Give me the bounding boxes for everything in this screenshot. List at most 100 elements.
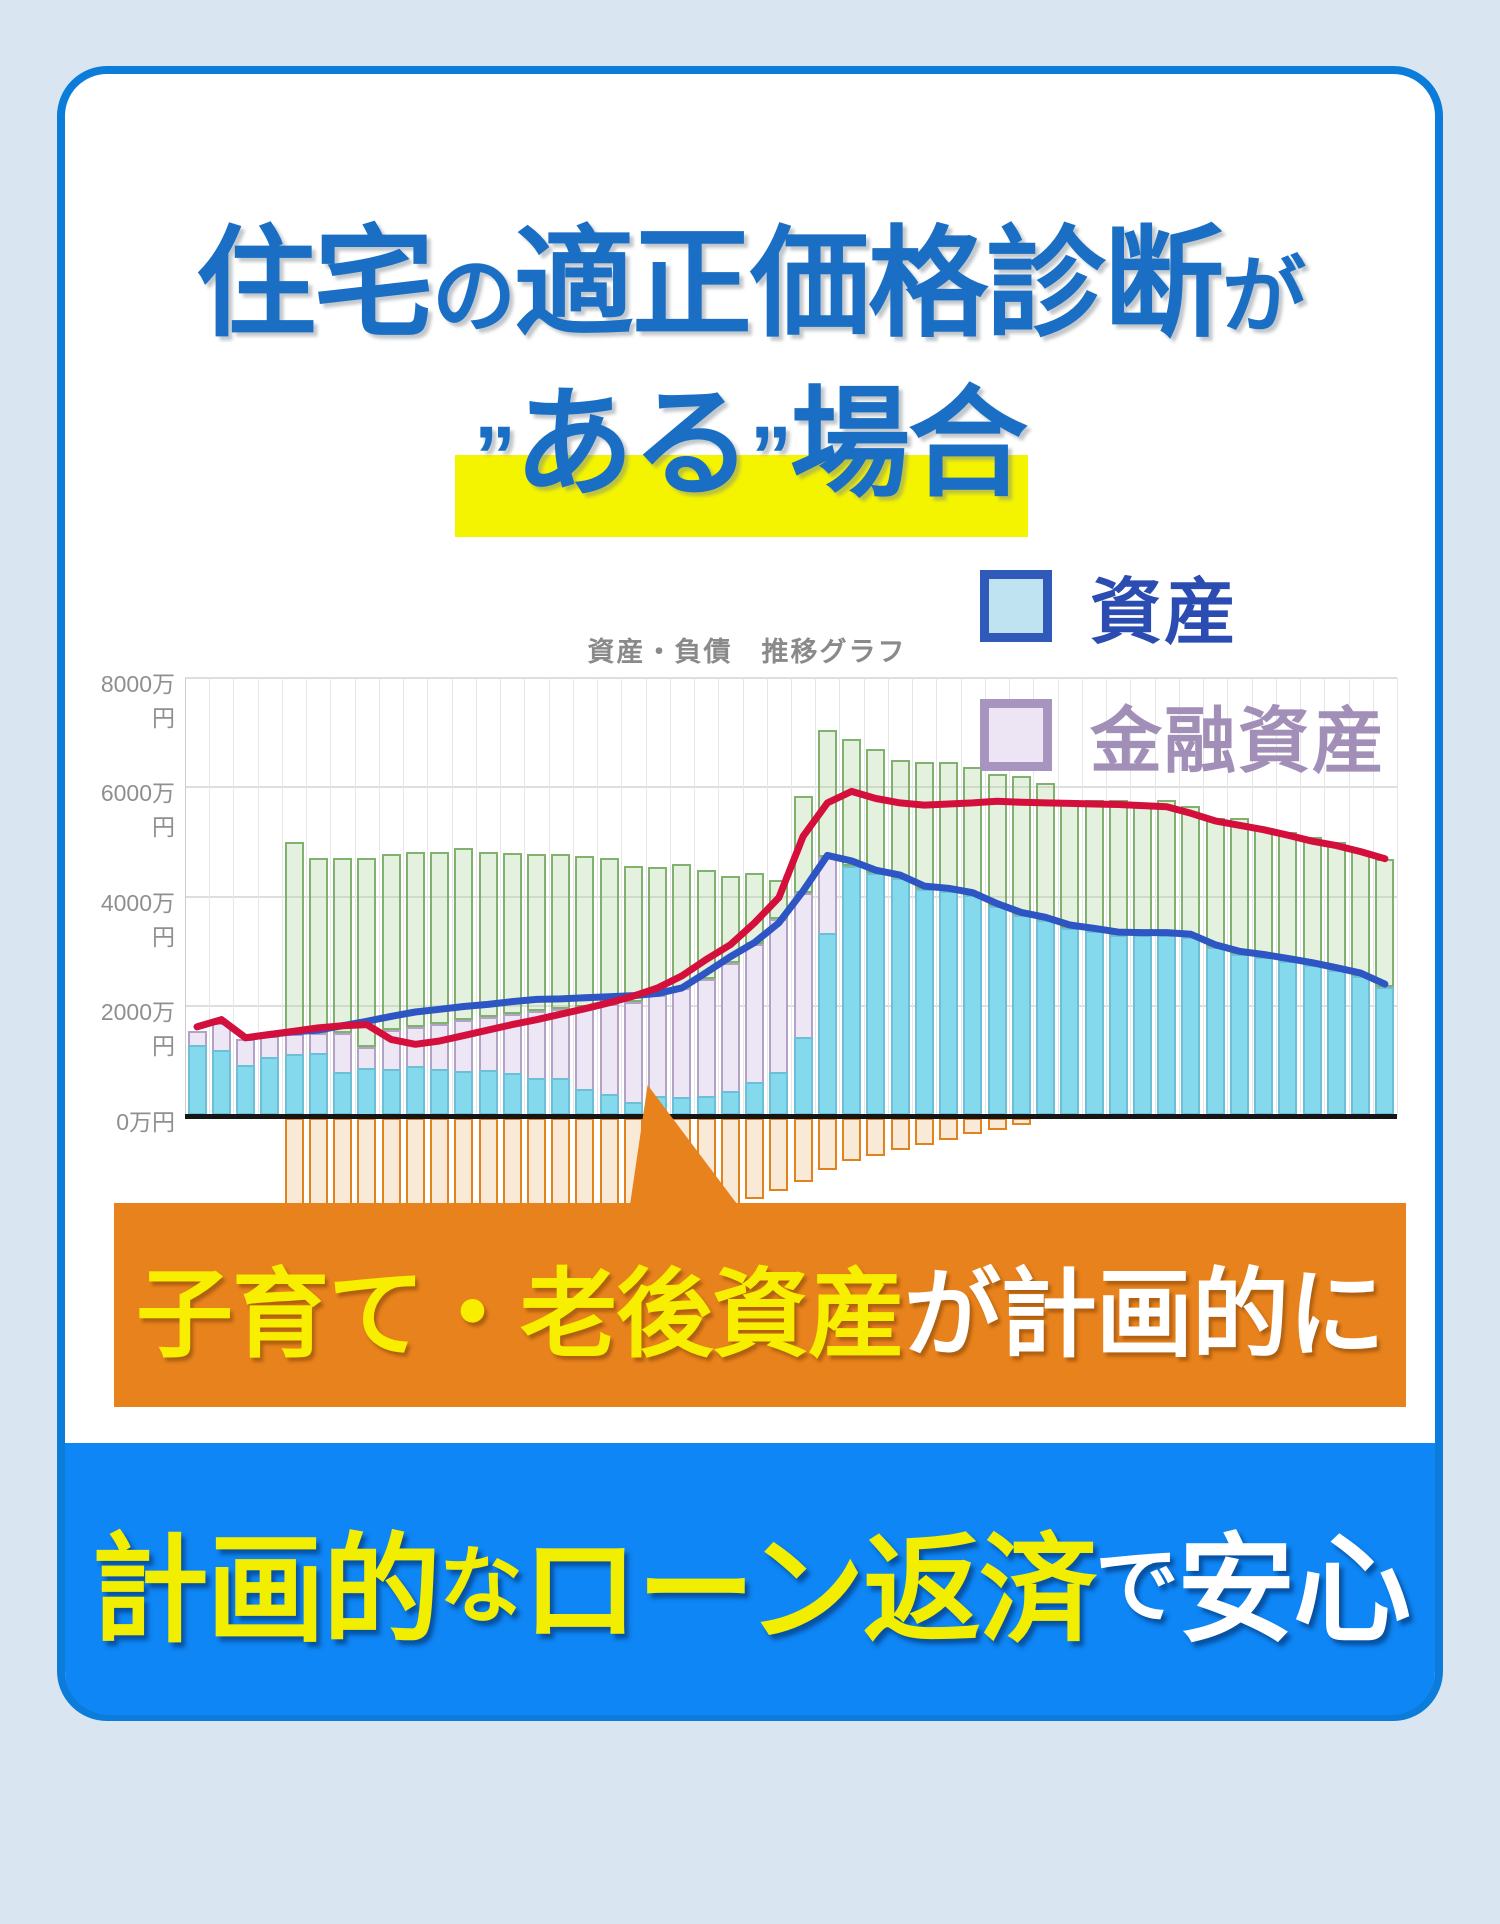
green-bar [914,762,934,889]
green-bar [478,851,498,1017]
green-bar [599,857,619,1005]
asset-bar [1060,927,1080,1116]
green-bar [769,879,789,919]
financial-asset-bar [672,988,692,1116]
asset-bar [1229,953,1249,1116]
green-bar [866,749,886,873]
title-text: の [431,249,516,343]
green-bar [333,857,353,1033]
v-gridline [233,677,235,1116]
v-gridline [839,677,841,1116]
v-gridline [960,677,962,1116]
banner-text: な [438,1538,523,1633]
asset-bar [1254,957,1274,1116]
asset-bar [478,1069,498,1116]
y-axis-label: 6000万円 [100,780,175,840]
banner-text: 安心 [1177,1524,1411,1657]
green-bar [381,854,401,1031]
asset-bar [405,1066,425,1116]
green-bar [405,851,425,1027]
v-gridline [694,677,696,1116]
liability-bar [963,1117,983,1134]
title-text: 住宅 [195,217,434,351]
v-gridline [354,677,356,1116]
green-bar [1254,827,1274,958]
asset-bar [817,932,837,1116]
v-gridline [378,677,380,1116]
v-gridline [912,677,914,1116]
green-bar [526,854,546,1012]
v-gridline [863,677,865,1116]
green-bar [1132,802,1152,936]
legend-label: 資産 [1090,573,1239,653]
y-axis-label: 4000万円 [100,889,175,950]
green-bar [430,851,450,1024]
liability-bar [793,1117,813,1182]
banner-text: で [1095,1538,1179,1633]
asset-bar [745,1081,765,1116]
asset-bar [357,1067,377,1116]
legend-label: 金融資産 [1090,702,1387,782]
green-bar [357,857,377,1047]
green-bar [720,876,740,964]
green-bar [1375,859,1395,987]
asset-bar [284,1054,304,1116]
liability-bar [866,1117,886,1156]
financial-asset-bar [623,1001,643,1116]
zero-baseline [185,1113,1397,1119]
v-gridline [330,677,332,1116]
asset-bar [890,877,910,1116]
asset-bar [769,1071,789,1116]
y-axis-label: 0万円 [116,1108,175,1135]
asset-bar [963,895,983,1116]
bottom-banner-text: 計画的なローン返済で安心 [65,1443,1435,1715]
v-gridline [209,677,211,1116]
banner-text: ローン返済 [520,1524,1097,1657]
liability-bar [987,1117,1007,1130]
v-gridline [548,677,550,1116]
liability-bar [745,1117,765,1199]
asset-bar [526,1077,546,1116]
asset-bar [914,888,934,1116]
liability-bar [914,1117,934,1145]
v-gridline [936,677,938,1116]
green-bar [1278,832,1298,962]
asset-bar [793,1036,813,1116]
green-bar [793,796,813,893]
green-bar [551,854,571,1009]
green-bar [672,864,692,989]
asset-bar [502,1072,522,1116]
green-bar [1181,806,1201,937]
asset-bar [236,1064,256,1116]
y-axis-label: 8000万円 [100,670,175,731]
v-gridline [475,677,477,1116]
asset-bar [1011,915,1031,1116]
green-bar [308,857,328,1033]
v-gridline [718,677,720,1116]
green-bar [696,869,716,979]
y-axis-line [185,677,186,1116]
v-gridline [742,677,744,1116]
legend-item-asset: 資産 [980,553,1386,658]
bottom-banner [65,1443,1435,1715]
green-bar [284,842,304,1035]
green-bar [1229,818,1249,954]
green-bar [745,872,765,944]
title-text: 適正価格診断 [514,217,1224,351]
yellow-highlight [455,455,1028,537]
v-gridline [1397,677,1398,1116]
green-bar [502,852,522,1015]
asset-bar [1157,935,1177,1116]
v-gridline [500,677,502,1116]
green-bar [454,847,474,1021]
asset-bar [551,1077,571,1116]
v-gridline [766,677,768,1116]
liability-bar [1011,1117,1031,1125]
callout-banner: 子育て・老後資産 が計画的に [114,1203,1406,1407]
asset-bar [260,1057,280,1116]
asset-bar [866,872,886,1116]
asset-bar [599,1094,619,1116]
asset-swatch-icon [980,569,1052,642]
green-bar [1326,842,1346,971]
y-axis-label: 2000万円 [100,999,175,1059]
